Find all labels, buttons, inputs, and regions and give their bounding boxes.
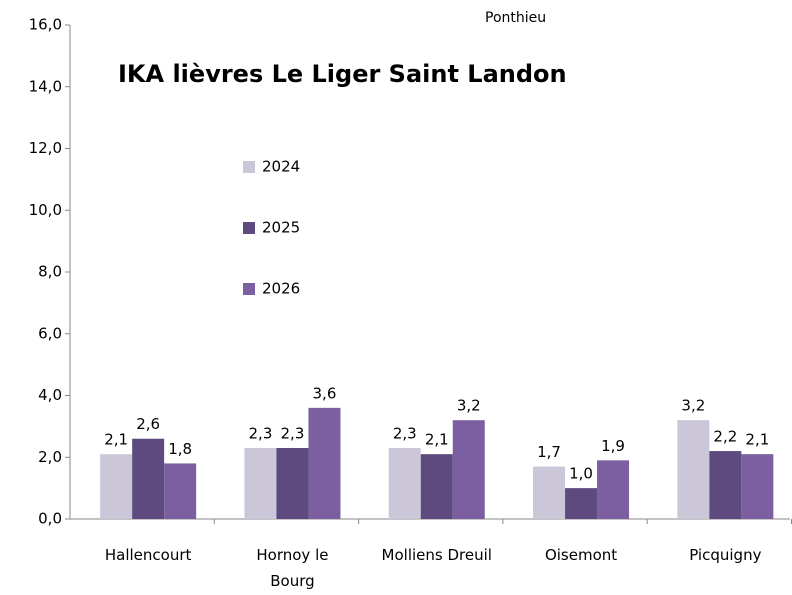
data-label: 1,9 <box>601 437 625 455</box>
data-label: 2,1 <box>104 431 128 449</box>
bar <box>709 451 742 519</box>
x-tick-label: Hornoy le Bourg <box>256 546 329 590</box>
y-tick-label: 8,0 <box>38 263 62 281</box>
data-label: 1,0 <box>569 465 593 483</box>
data-label: 2,3 <box>393 424 417 442</box>
data-label: 2,1 <box>745 431 769 449</box>
y-tick-label: 6,0 <box>38 324 62 342</box>
bar <box>420 454 453 519</box>
bar <box>308 407 341 519</box>
legend-swatch <box>243 222 255 234</box>
bar <box>244 447 277 519</box>
legend-swatch <box>243 161 255 173</box>
data-label: 2,2 <box>713 428 737 446</box>
bar <box>100 454 133 519</box>
data-label: 3,6 <box>313 384 337 402</box>
legend-label: 2024 <box>262 158 300 176</box>
bar <box>132 438 165 519</box>
data-label: 2,1 <box>425 431 449 449</box>
y-tick-label: 10,0 <box>29 201 62 219</box>
y-tick-label: 2,0 <box>38 448 62 466</box>
bar <box>452 420 485 519</box>
bar <box>677 420 710 519</box>
x-tick-label: Picquigny <box>689 546 762 564</box>
bar <box>388 447 421 519</box>
bar <box>276 447 309 519</box>
y-tick-label: 0,0 <box>38 510 62 528</box>
data-label: 3,2 <box>457 397 481 415</box>
bar <box>597 460 630 519</box>
bar <box>565 488 598 519</box>
x-tick-label: Molliens Dreuil <box>381 546 492 564</box>
legend-label: 2025 <box>262 219 300 237</box>
x-tick-label: Oisemont <box>544 546 618 564</box>
data-label: 2,3 <box>281 424 305 442</box>
data-label: 1,7 <box>537 443 561 461</box>
y-tick-label: 16,0 <box>29 16 62 34</box>
bar <box>741 454 774 519</box>
x-tick-label: Hallencourt <box>104 546 192 564</box>
bar <box>533 466 566 519</box>
y-tick-label: 12,0 <box>29 139 62 157</box>
chart-title: IKA lièvres Le Liger Saint Landon <box>118 60 567 88</box>
bar <box>164 463 197 519</box>
y-tick-label: 4,0 <box>38 386 62 404</box>
legend-swatch <box>243 283 255 295</box>
data-label: 2,3 <box>249 424 273 442</box>
y-tick-label: 14,0 <box>29 77 62 95</box>
data-label: 2,6 <box>136 415 160 433</box>
data-label: 1,8 <box>168 440 192 458</box>
chart-subtitle: Ponthieu <box>485 10 546 26</box>
data-label: 3,2 <box>681 397 705 415</box>
legend-label: 2026 <box>262 280 300 298</box>
